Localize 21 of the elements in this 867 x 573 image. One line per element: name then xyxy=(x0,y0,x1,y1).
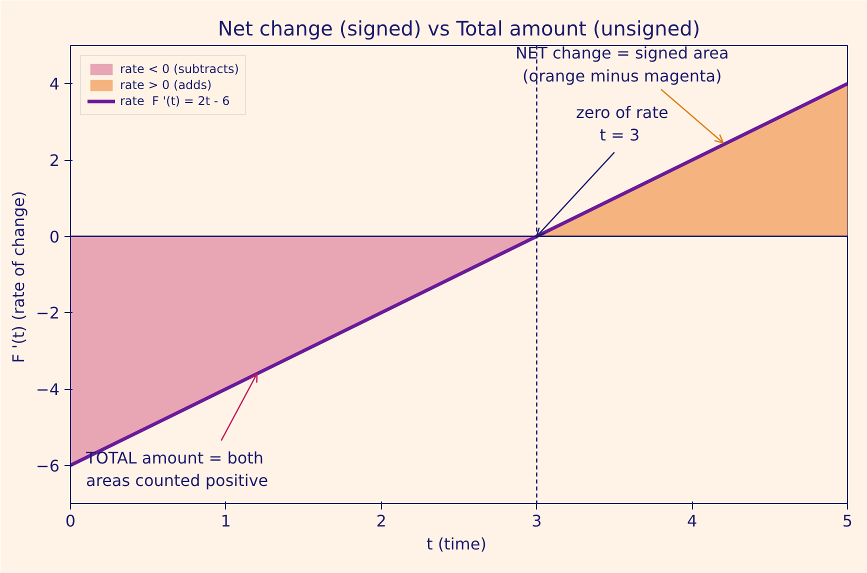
y-tick-label: 0 xyxy=(49,227,60,246)
x-axis-title: t (time) xyxy=(426,534,486,554)
x-tick-label: 0 xyxy=(65,512,76,530)
x-tick-label: 3 xyxy=(532,512,542,530)
y-axis-title: F '(t) (rate of change) xyxy=(8,191,28,364)
legend-label: rate F '(t) = 2t - 6 xyxy=(120,94,230,108)
y-tick-label: 2 xyxy=(49,151,60,170)
legend-label: rate < 0 (subtracts) xyxy=(120,62,239,76)
y-tick-label: 4 xyxy=(49,74,60,94)
x-tick-label: 1 xyxy=(220,512,231,530)
chart-title: Net change (signed) vs Total amount (unsigned) xyxy=(218,16,700,40)
x-tick-label: 2 xyxy=(376,512,386,530)
legend-label: rate > 0 (adds) xyxy=(120,78,212,92)
y-tick-label: −6 xyxy=(36,456,60,476)
annotation: TOTAL amount = both areas counted positive xyxy=(85,448,268,490)
annotation: zero of rate t = 3 xyxy=(576,102,668,145)
y-tick-label: −2 xyxy=(36,304,60,323)
annotation: NET change = signed area (orange minus magenta) xyxy=(516,44,729,86)
x-tick-label: 4 xyxy=(687,512,698,530)
x-tick-label: 5 xyxy=(842,512,853,530)
y-tick-label: −4 xyxy=(36,380,60,399)
